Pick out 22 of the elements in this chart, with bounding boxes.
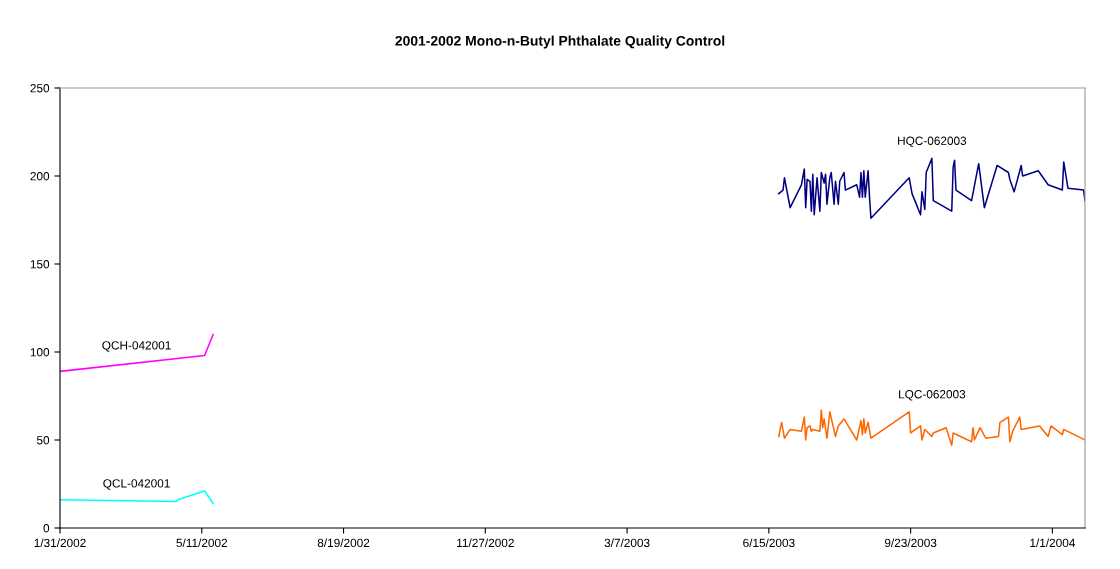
y-tick-label: 0 [43,524,50,533]
series-label: QCH-042001 [102,341,171,352]
y-tick-label: 100 [30,348,50,357]
y-tick-label: 50 [36,436,50,445]
chart-title: 2001-2002 Mono-n-Butyl Phthalate Quality Control [395,35,725,49]
y-tick-label: 200 [30,172,50,181]
x-tick-label: 11/27/2002 [457,538,514,548]
x-tick-label: 6/15/2003 [743,538,795,548]
line-series [60,490,214,505]
line-series [778,409,1085,447]
x-tick-label: 1/1/2004 [1030,538,1076,548]
series-label: QCL-042001 [103,479,170,490]
x-tick-label: 1/31/2002 [34,538,86,548]
series-label: LQC-062003 [899,390,966,401]
y-tick-label: 250 [30,84,50,93]
x-tick-label: 5/11/2002 [176,538,227,548]
x-tick-label: 8/19/2002 [317,538,370,548]
y-tick-label: 150 [30,260,50,269]
x-tick-label: 3/7/2003 [604,538,650,548]
line-series [778,157,1085,220]
series-label: HQC-062003 [898,136,967,148]
x-tick-label: 9/23/2003 [884,538,937,548]
